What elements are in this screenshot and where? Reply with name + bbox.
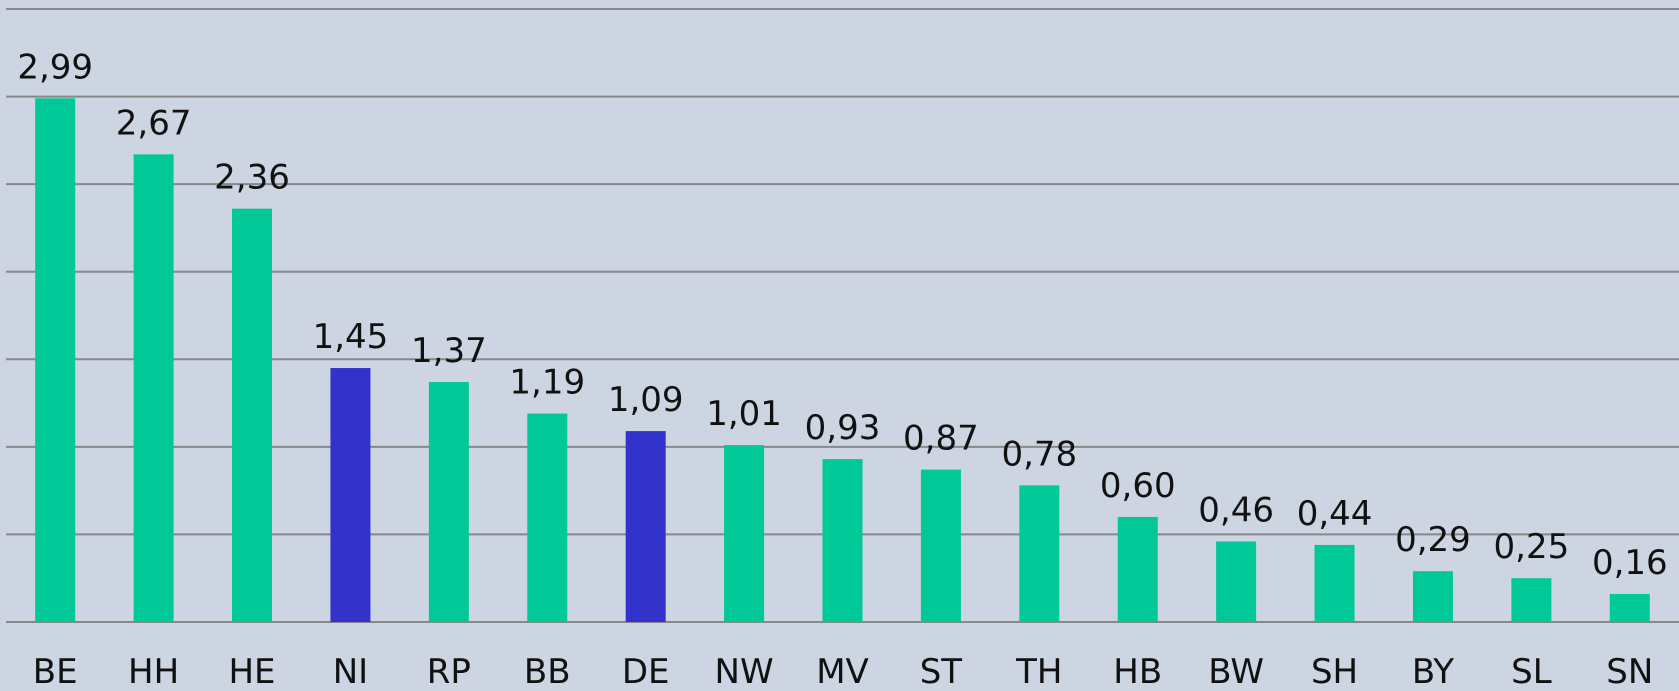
bar — [330, 368, 371, 622]
value-label: 0,44 — [1297, 494, 1373, 534]
value-label: 0,46 — [1198, 490, 1274, 530]
value-label: 0,60 — [1100, 466, 1176, 506]
value-label: 1,45 — [313, 317, 389, 357]
value-label: 2,36 — [214, 158, 290, 198]
x-tick-label: TH — [1015, 652, 1062, 691]
bar — [1412, 571, 1453, 622]
x-tick-label: NW — [715, 652, 774, 691]
bar — [1117, 516, 1158, 622]
value-label: 0,25 — [1494, 527, 1570, 567]
x-tick-label: HH — [128, 652, 179, 691]
bar — [920, 469, 961, 622]
bar — [35, 98, 76, 622]
bar — [1019, 485, 1060, 622]
value-label: 0,16 — [1592, 543, 1668, 583]
x-tick-label: MV — [816, 652, 869, 691]
value-label: 1,09 — [608, 380, 684, 420]
x-tick-label: BB — [524, 652, 571, 691]
x-tick-label: SN — [1606, 652, 1653, 691]
x-tick-label: SH — [1311, 652, 1358, 691]
value-label: 2,67 — [116, 103, 192, 143]
bar — [1314, 544, 1355, 622]
bar — [1511, 578, 1552, 622]
x-tick-label: SL — [1511, 652, 1552, 691]
x-tick-label: HB — [1113, 652, 1162, 691]
x-tick-label: NI — [333, 652, 368, 691]
value-label: 0,93 — [805, 408, 881, 448]
bar — [724, 445, 765, 622]
value-label: 0,78 — [1001, 434, 1077, 474]
value-label: 1,19 — [509, 363, 585, 403]
bar — [1216, 541, 1257, 622]
x-tick-label: DE — [622, 652, 670, 691]
bar — [133, 154, 174, 622]
bar — [428, 382, 469, 622]
x-tick-label: BE — [33, 652, 78, 691]
x-tick-label: ST — [920, 652, 963, 691]
x-tick-label: RP — [427, 652, 471, 691]
value-label: 0,87 — [903, 419, 979, 459]
value-label: 1,37 — [411, 331, 487, 371]
x-tick-label: HE — [228, 652, 275, 691]
value-label: 1,01 — [706, 394, 782, 434]
value-label: 2,99 — [17, 47, 93, 87]
bar — [1609, 593, 1650, 622]
bar — [232, 208, 273, 623]
bar — [822, 459, 863, 622]
x-tick-label: BW — [1208, 652, 1264, 691]
x-tick-label: BY — [1412, 652, 1454, 691]
bar — [527, 413, 568, 622]
value-label: 0,29 — [1395, 520, 1471, 560]
bar — [625, 431, 666, 622]
